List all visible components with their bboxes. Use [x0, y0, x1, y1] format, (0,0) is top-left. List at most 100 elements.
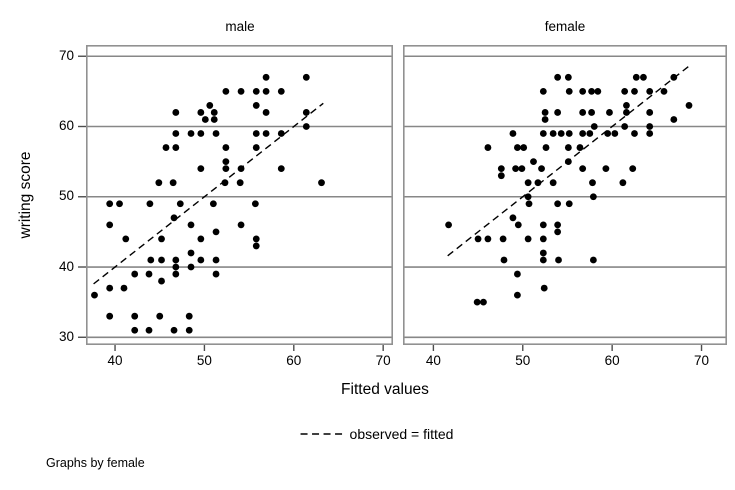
data-point — [172, 270, 180, 278]
data-point — [589, 179, 596, 187]
data-point — [158, 235, 165, 243]
data-point — [106, 221, 114, 229]
data-point — [197, 130, 205, 137]
data-point — [497, 165, 505, 173]
plot-area-female — [403, 45, 727, 351]
data-point — [631, 130, 638, 137]
data-point — [554, 200, 562, 208]
data-point — [629, 165, 637, 173]
data-point — [514, 270, 521, 278]
x-tick-label: 60 — [286, 353, 302, 368]
x-tick-label: 40 — [425, 353, 441, 368]
data-point — [579, 130, 587, 137]
data-point — [539, 221, 547, 229]
data-point — [170, 326, 178, 334]
legend: observed = fitted — [300, 426, 453, 442]
data-point — [640, 73, 647, 81]
data-point — [590, 123, 598, 130]
data-point — [512, 165, 520, 173]
data-point — [670, 116, 678, 123]
data-point — [565, 130, 573, 137]
data-point — [197, 235, 205, 243]
data-point — [619, 179, 627, 187]
data-point — [480, 298, 487, 306]
data-point — [197, 109, 205, 116]
x-tick-label: 50 — [515, 353, 531, 368]
data-point — [145, 270, 153, 278]
data-point — [302, 109, 310, 116]
data-point — [277, 87, 285, 95]
data-point — [302, 73, 310, 81]
data-point — [106, 200, 114, 208]
data-point — [155, 179, 163, 187]
panel-border — [403, 45, 727, 345]
data-point — [252, 242, 260, 250]
data-point — [170, 214, 178, 222]
data-point — [277, 165, 285, 173]
data-point — [201, 116, 209, 123]
data-point — [589, 193, 597, 201]
data-point — [604, 130, 612, 137]
panel-border — [86, 45, 393, 345]
x-tick-label: 50 — [196, 353, 212, 368]
data-point — [538, 165, 545, 173]
data-point — [172, 109, 180, 116]
data-point — [509, 214, 517, 222]
data-point — [236, 179, 244, 187]
data-point — [185, 326, 193, 334]
data-point — [588, 109, 595, 116]
data-point — [549, 130, 557, 137]
data-point — [621, 87, 629, 95]
data-point — [520, 144, 528, 151]
data-point — [158, 256, 165, 264]
data-point — [169, 179, 177, 187]
data-point — [534, 179, 542, 187]
y-tick-label: 30 — [58, 328, 74, 344]
data-point — [579, 109, 587, 116]
data-point — [565, 87, 573, 95]
data-point — [509, 130, 517, 137]
data-point — [594, 87, 602, 95]
data-point — [222, 144, 230, 151]
data-point — [210, 109, 218, 116]
panel-title-female: female — [544, 19, 586, 34]
data-point — [147, 256, 155, 264]
data-point — [185, 312, 193, 320]
data-point — [145, 326, 153, 334]
panel-male — [78, 45, 393, 351]
data-point — [209, 200, 217, 208]
data-point — [116, 200, 123, 208]
data-point — [564, 144, 572, 151]
data-point — [252, 102, 260, 109]
plot-area-male — [78, 45, 393, 351]
data-point — [120, 284, 128, 292]
data-point — [222, 87, 230, 95]
data-point — [540, 284, 548, 292]
data-point — [539, 87, 547, 95]
data-point — [646, 130, 654, 137]
data-point — [541, 109, 549, 116]
data-point — [252, 235, 260, 243]
data-point — [589, 256, 597, 264]
data-point — [514, 291, 521, 299]
data-point — [621, 123, 629, 130]
data-point — [262, 87, 270, 95]
data-point — [302, 123, 310, 130]
data-point — [539, 249, 547, 257]
data-point — [484, 235, 492, 243]
data-point — [197, 256, 205, 264]
data-point — [237, 221, 245, 229]
data-point — [212, 228, 220, 236]
data-point — [473, 298, 481, 306]
data-point — [623, 102, 630, 109]
data-point — [530, 158, 537, 166]
data-point — [237, 165, 245, 173]
data-point — [212, 130, 220, 137]
data-point — [221, 179, 229, 187]
y-tick-label: 60 — [58, 117, 74, 133]
data-point — [252, 144, 260, 151]
data-point — [564, 73, 572, 81]
data-point — [131, 326, 139, 334]
data-point — [586, 130, 594, 137]
